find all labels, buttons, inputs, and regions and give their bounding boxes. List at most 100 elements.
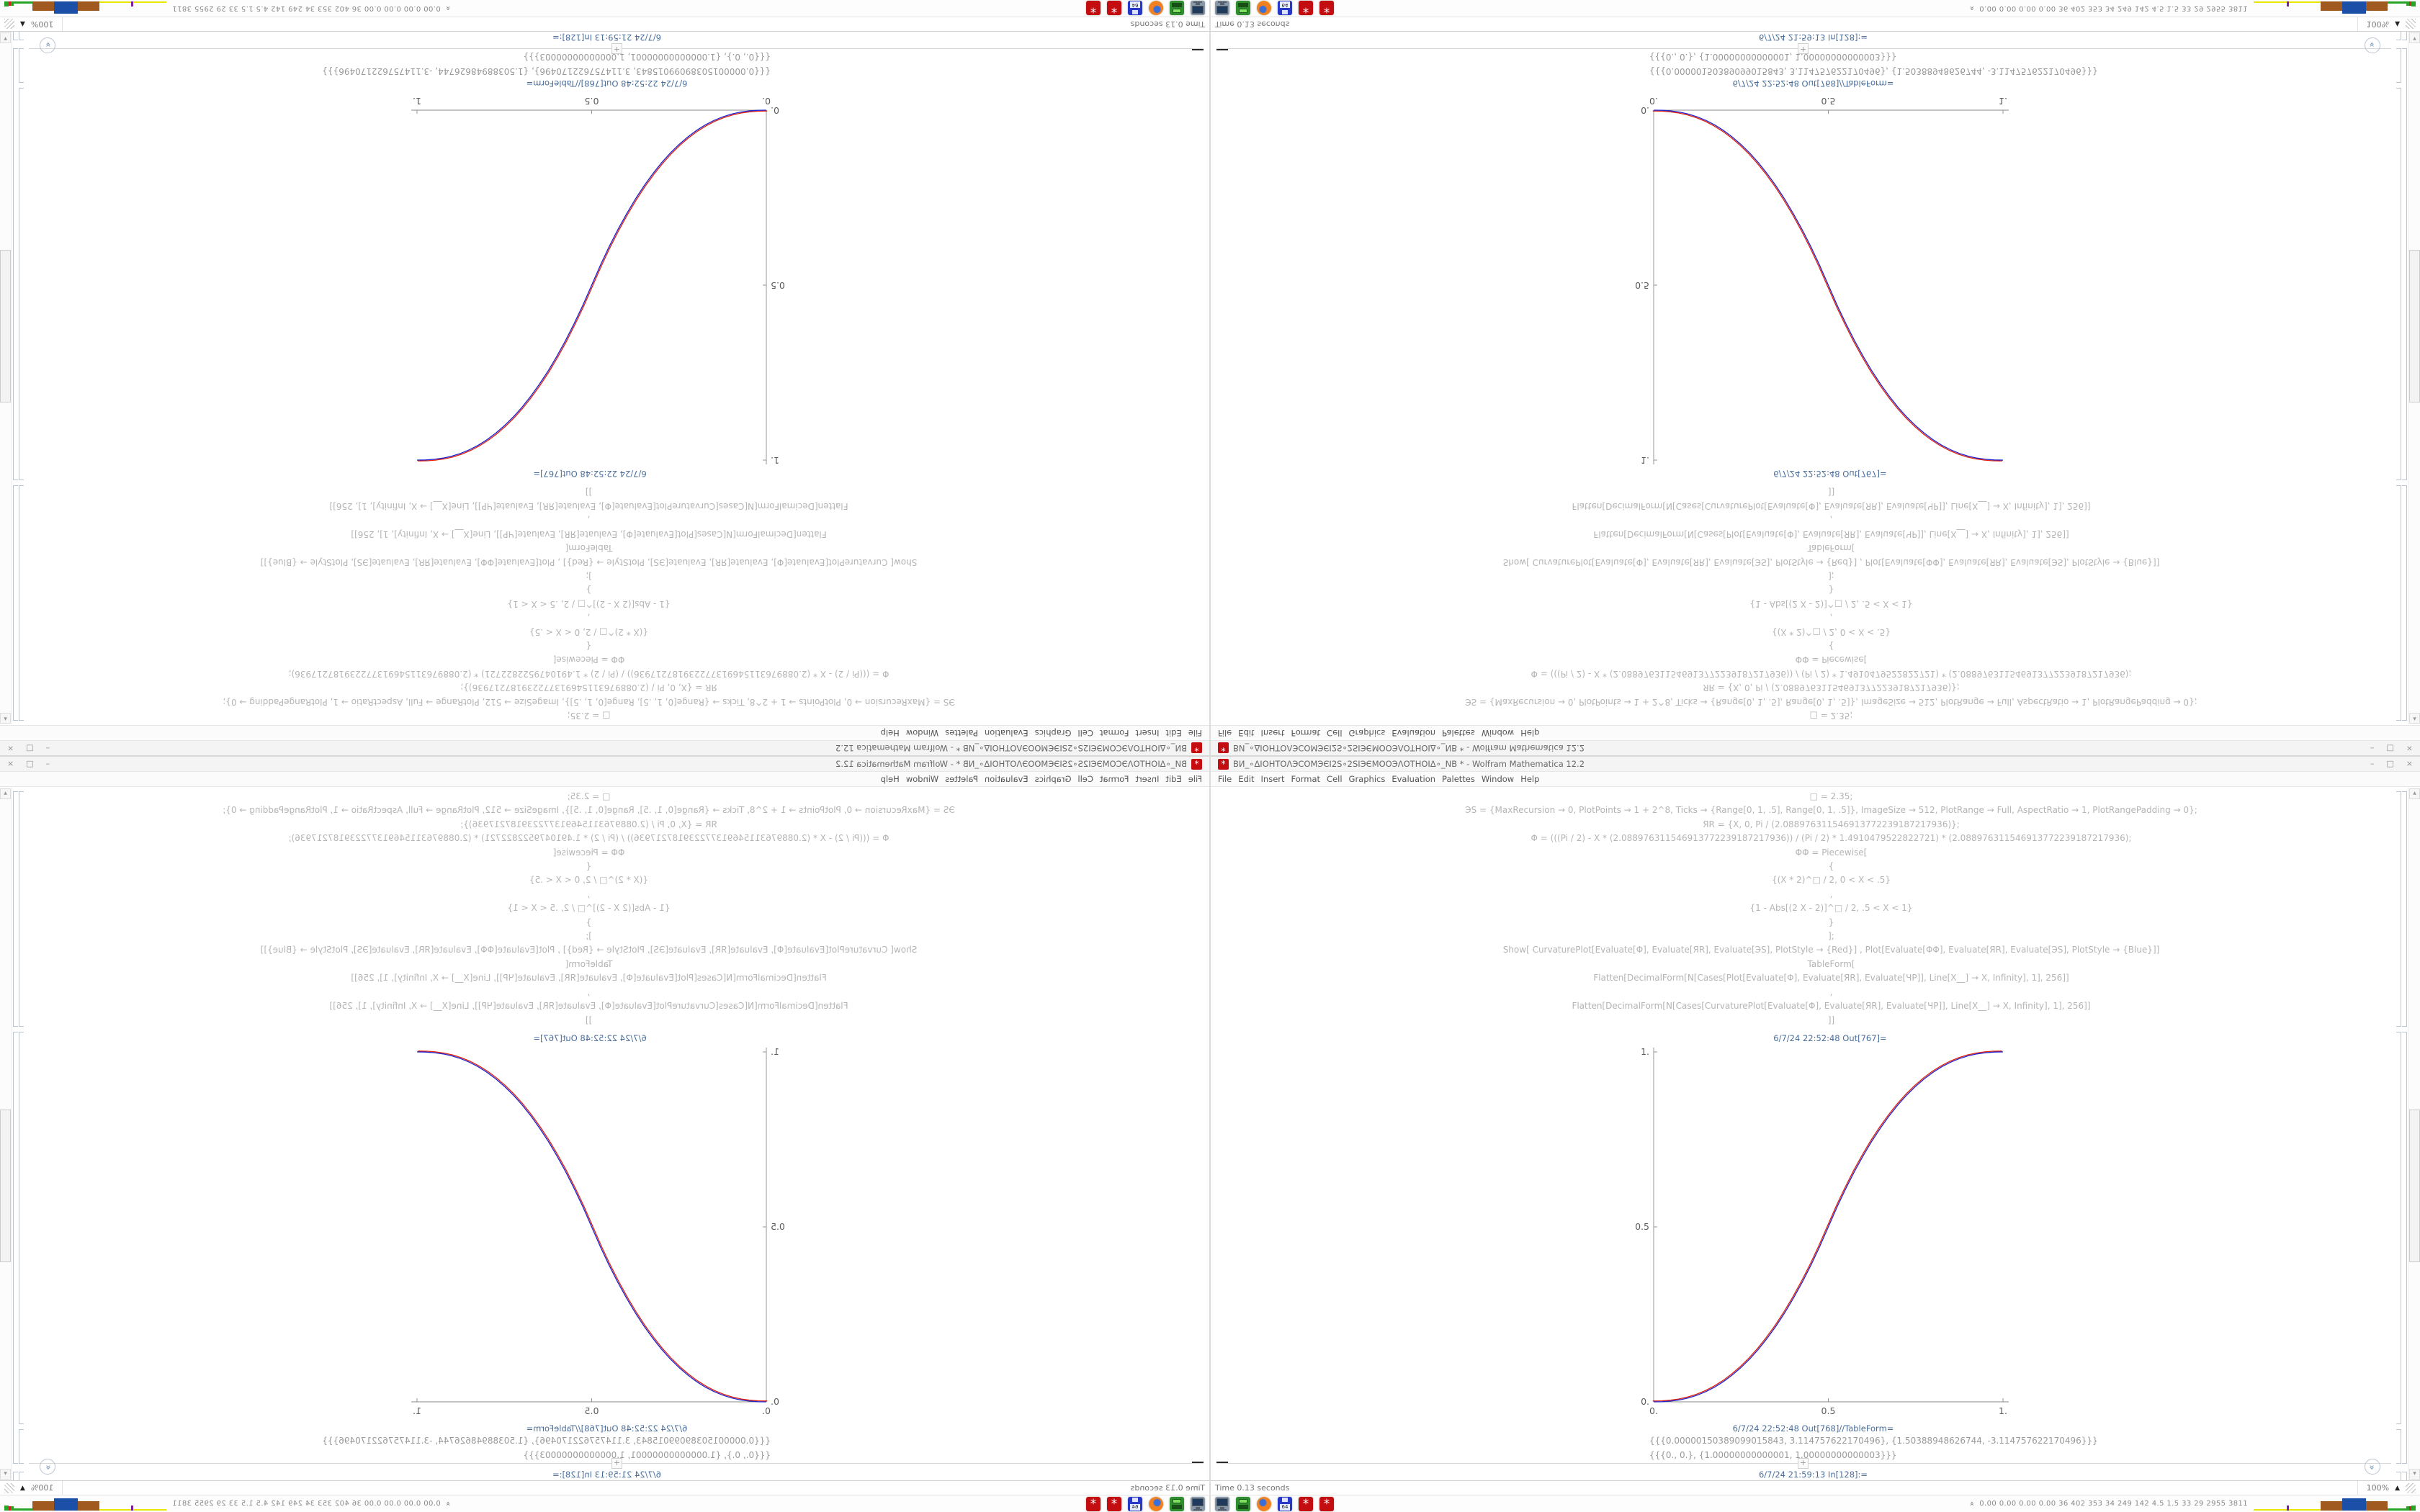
cell-group-bracket[interactable] xyxy=(2402,485,2407,721)
scroll-up-arrow-icon[interactable]: ▲ xyxy=(0,713,11,724)
cell-group-bracket[interactable] xyxy=(13,791,18,1027)
input-code-line[interactable]: } xyxy=(1828,917,1834,927)
table-cell-bracket[interactable] xyxy=(19,1429,24,1464)
input-code-line[interactable]: ЯR = {X, 0, Pi / (2.08897631154691377223… xyxy=(1703,683,1960,693)
close-button[interactable]: × xyxy=(2406,744,2413,753)
menu-edit[interactable]: Edit xyxy=(1238,774,1255,784)
plot-cell-bracket[interactable] xyxy=(19,88,24,480)
input-code-line[interactable]: {(X * 2)^□ / 2, 0 < X < .5} xyxy=(1771,875,1891,886)
zoom-level[interactable]: 100% xyxy=(30,19,54,29)
input-code-line[interactable]: ]; xyxy=(1828,931,1834,942)
input-code-line[interactable]: Flatten[DecimalForm[N[Cases[CurvaturePlo… xyxy=(1572,500,2091,511)
firefox-browser-icon[interactable] xyxy=(1149,1,1163,16)
mathematica-window-1-icon[interactable]: * xyxy=(1107,1496,1121,1511)
suggestions-bar-toggle[interactable]: » xyxy=(2365,1459,2380,1475)
input-code-line[interactable]: {1 - Abs[(2 X - 2)]^□ / 2, .5 < X < 1} xyxy=(1749,598,1913,609)
maximize-button[interactable]: □ xyxy=(2386,744,2394,753)
input-code-line[interactable]: , xyxy=(587,613,591,624)
zoom-level[interactable]: 100% xyxy=(2366,1483,2390,1493)
resize-grip-icon[interactable] xyxy=(4,19,14,30)
menu-file[interactable]: File xyxy=(1218,728,1232,738)
input-code-line[interactable]: Flatten[DecimalForm[N[Cases[CurvaturePlo… xyxy=(1572,1001,2091,1012)
tray-collapse-icon[interactable]: » xyxy=(1966,1501,1976,1506)
input-code-line[interactable]: ]; xyxy=(1828,570,1834,581)
input-code-line[interactable]: {(X * 2)^□ / 2, 0 < X < .5} xyxy=(529,875,649,886)
input-code-line[interactable]: ЯR = {X, 0, Pi / (2.08897631154691377223… xyxy=(1703,819,1960,829)
menu-format[interactable]: Format xyxy=(1291,774,1321,784)
input-code-line[interactable]: ]] xyxy=(585,487,593,498)
terminal-monitor-icon[interactable] xyxy=(1215,1496,1229,1511)
input-code-line[interactable]: TableForm[ xyxy=(1807,958,1855,969)
output-group-bracket[interactable] xyxy=(13,48,18,480)
minimize-button[interactable]: – xyxy=(45,744,50,753)
input-code-line[interactable]: TableForm[ xyxy=(565,958,613,969)
suggestions-bar-toggle[interactable]: » xyxy=(40,1459,55,1475)
table-cell-bracket[interactable] xyxy=(2396,1429,2401,1464)
zoom-menu-icon[interactable]: ▲ xyxy=(2395,1484,2400,1492)
mathematica-window-2-icon[interactable]: * xyxy=(1319,1,1334,16)
file-manager-icon[interactable] xyxy=(1236,1,1250,16)
close-button[interactable]: × xyxy=(2406,759,2413,768)
input-code-line[interactable]: { xyxy=(586,861,592,872)
menu-graphics[interactable]: Graphics xyxy=(1034,774,1072,784)
vertical-scrollbar[interactable]: ▲ ▼ xyxy=(0,32,12,724)
input-code-line[interactable]: } xyxy=(586,917,592,927)
tray-collapse-icon[interactable]: » xyxy=(444,1501,454,1506)
menu-insert[interactable]: Insert xyxy=(1135,728,1160,738)
input-code-line[interactable]: Show[ CurvaturePlot[Evaluate[Φ], Evaluat… xyxy=(260,557,918,567)
floppy-disk-64-icon[interactable]: 64 xyxy=(1128,1,1142,16)
vertical-scrollbar[interactable]: ▲ ▼ xyxy=(2408,788,2420,1480)
input-code-line[interactable]: { xyxy=(1828,640,1834,651)
file-manager-icon[interactable] xyxy=(1170,1,1184,16)
input-cell-code[interactable]: □ = 2.35; ЭS = {MaxRecursion → 0, PlotPoi… xyxy=(1254,485,2408,722)
menu-insert[interactable]: Insert xyxy=(1260,774,1285,784)
floppy-disk-64-icon[interactable]: 64 xyxy=(1278,1496,1292,1511)
firefox-browser-icon[interactable] xyxy=(1257,1,1271,16)
input-code-line[interactable]: ЯR = {X, 0, Pi / (2.08897631154691377223… xyxy=(460,683,717,693)
table-cell-bracket[interactable] xyxy=(2396,48,2401,83)
cell-bracket[interactable] xyxy=(2396,485,2401,721)
menu-cell[interactable]: Cell xyxy=(1327,774,1343,784)
minimize-button[interactable]: – xyxy=(2370,744,2375,753)
close-button[interactable]: × xyxy=(7,759,14,768)
input-code-line[interactable]: TableForm[ xyxy=(565,543,613,554)
tray-collapse-icon[interactable]: » xyxy=(444,6,454,11)
terminal-monitor-icon[interactable] xyxy=(1191,1496,1205,1511)
menu-palettes[interactable]: Palettes xyxy=(945,774,978,784)
zoom-level[interactable]: 100% xyxy=(2366,19,2390,29)
input-code-line[interactable]: {1 - Abs[(2 X - 2)]^□ / 2, .5 < X < 1} xyxy=(507,903,671,914)
input-code-line[interactable]: Flatten[DecimalForm[N[Cases[Plot[Evaluat… xyxy=(351,528,827,539)
scroll-down-arrow-icon[interactable]: ▼ xyxy=(2409,32,2420,43)
mathematica-window-1-icon[interactable]: * xyxy=(1107,1,1121,16)
menu-window[interactable]: Window xyxy=(905,774,939,784)
suggestions-bar-toggle[interactable]: » xyxy=(2365,37,2380,53)
scroll-down-arrow-icon[interactable]: ▼ xyxy=(0,32,11,43)
input-code-line[interactable]: {1 - Abs[(2 X - 2)]^□ / 2, .5 < X < 1} xyxy=(1749,903,1913,914)
file-manager-icon[interactable] xyxy=(1170,1496,1184,1511)
menu-edit[interactable]: Edit xyxy=(1165,728,1182,738)
scrollbar-thumb[interactable] xyxy=(2409,1110,2420,1262)
menu-edit[interactable]: Edit xyxy=(1165,774,1182,784)
output-group-bracket[interactable] xyxy=(13,1032,18,1464)
input-code-line[interactable]: {1 - Abs[(2 X - 2)]^□ / 2, .5 < X < 1} xyxy=(507,598,671,609)
resize-grip-icon[interactable] xyxy=(4,1482,14,1493)
menu-evaluation[interactable]: Evaluation xyxy=(984,774,1028,784)
maximize-button[interactable]: □ xyxy=(26,744,34,753)
input-code-line[interactable]: ЭS = {MaxRecursion → 0, PlotPoints → 1 +… xyxy=(223,805,955,816)
cell-bracket[interactable] xyxy=(19,791,24,1027)
input-code-line[interactable]: ΦΦ = Piecewise[ xyxy=(552,847,625,858)
input-code-line[interactable]: Φ = (((Pi / 2) - X * (2.0889763115469137… xyxy=(288,668,889,679)
output-group-bracket[interactable] xyxy=(2402,48,2407,480)
mathematica-window-2-icon[interactable]: * xyxy=(1319,1496,1334,1511)
menu-insert[interactable]: Insert xyxy=(1135,774,1160,784)
menu-help[interactable]: Help xyxy=(880,728,900,738)
menu-format[interactable]: Format xyxy=(1099,728,1129,738)
menu-window[interactable]: Window xyxy=(905,728,939,738)
menu-format[interactable]: Format xyxy=(1291,728,1321,738)
menu-evaluation[interactable]: Evaluation xyxy=(1392,774,1436,784)
input-code-line[interactable]: ]; xyxy=(586,931,592,942)
menu-evaluation[interactable]: Evaluation xyxy=(984,728,1028,738)
input-code-line[interactable]: , xyxy=(1829,613,1833,624)
terminal-monitor-icon[interactable] xyxy=(1215,1,1229,16)
scrollbar-thumb[interactable] xyxy=(0,250,11,402)
